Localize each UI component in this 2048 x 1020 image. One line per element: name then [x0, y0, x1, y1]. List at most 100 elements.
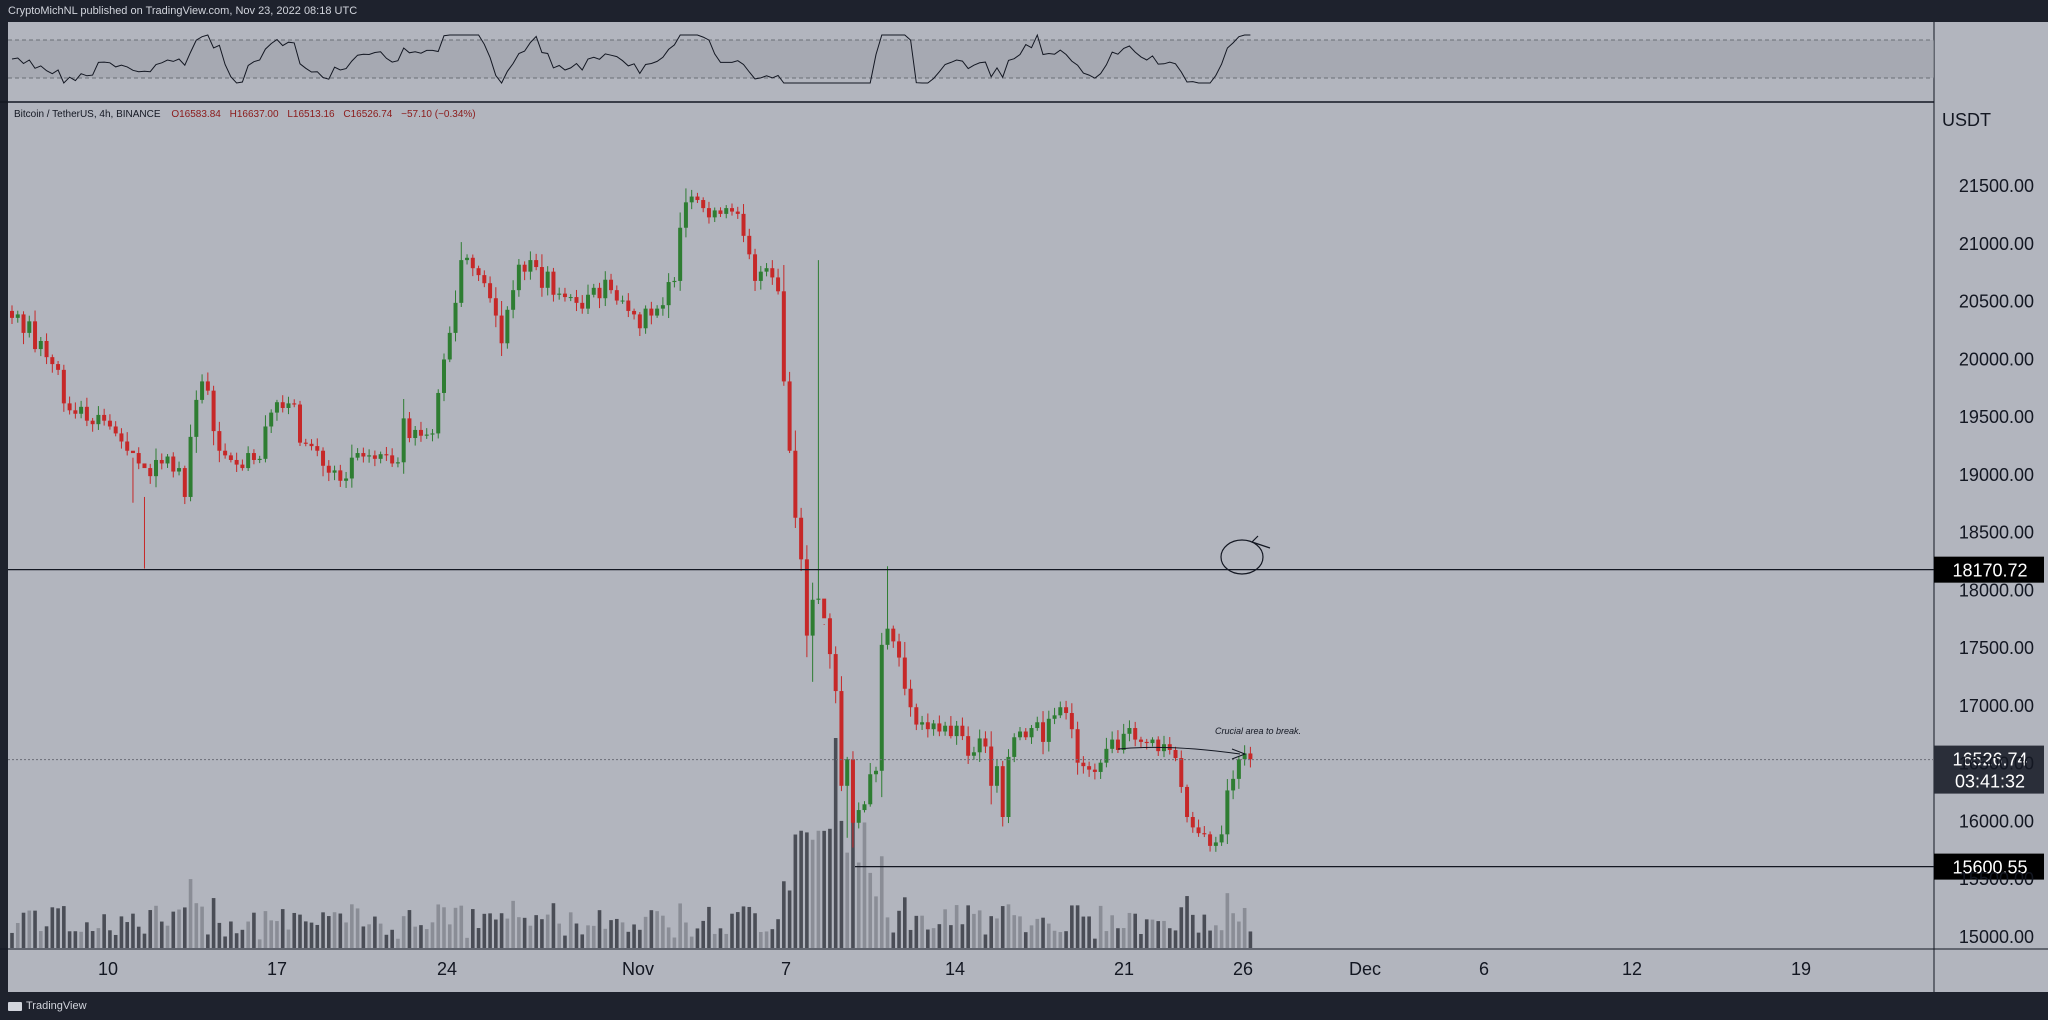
candle-body	[476, 268, 481, 276]
candle-body	[15, 314, 20, 318]
volume-bar	[56, 908, 60, 948]
volume-bar	[1237, 921, 1241, 948]
volume-bar	[476, 928, 481, 948]
candle-body	[447, 332, 452, 360]
candle-body	[171, 456, 176, 472]
candle-body	[643, 308, 648, 329]
y-tick-label: 17000.00	[1959, 696, 2034, 716]
tradingview-logo-icon	[8, 1001, 22, 1011]
volume-bar	[378, 923, 383, 948]
volume-bar	[401, 916, 406, 948]
candle-body	[499, 315, 504, 344]
y-tick-label: 19500.00	[1959, 407, 2034, 427]
volume-bar	[361, 926, 366, 948]
ohlc-low: L16513.16	[287, 109, 335, 120]
footer-bar: TradingView	[0, 992, 2048, 1020]
candle-body	[165, 456, 170, 464]
candle-body	[378, 454, 383, 459]
volume-bar	[1179, 907, 1184, 948]
volume-bar	[759, 931, 763, 948]
candle-body	[632, 310, 637, 315]
volume-bar	[27, 910, 32, 948]
volume-bar	[332, 912, 337, 948]
candle-body	[568, 297, 573, 299]
candle-body	[781, 291, 786, 382]
volume-bar	[724, 933, 729, 948]
volume-bar	[833, 738, 838, 948]
candle-body	[810, 599, 815, 636]
volume-bar	[413, 926, 417, 948]
volume-bar	[1219, 930, 1224, 948]
countdown-label: 03:41:32	[1955, 772, 2025, 792]
candle-body	[194, 399, 199, 437]
volume-bar	[1133, 913, 1137, 948]
volume-bar	[50, 907, 55, 948]
candle-body	[1138, 739, 1143, 742]
volume-bar	[131, 913, 135, 948]
volume-bar	[355, 908, 360, 948]
candle-body	[50, 357, 55, 365]
volume-bar	[211, 898, 216, 948]
volume-bar	[1075, 905, 1080, 948]
volume-bar	[442, 907, 446, 948]
volume-bar	[557, 923, 561, 948]
candle-body	[954, 725, 959, 737]
candle-body	[107, 420, 112, 427]
level-label-bg	[1934, 853, 2044, 880]
candle-body	[182, 468, 187, 497]
volume-bar	[21, 912, 26, 948]
volume-bar	[603, 928, 608, 948]
annotations	[1117, 535, 1271, 760]
candle-body	[309, 443, 314, 447]
arrow-head	[1231, 748, 1247, 760]
candle-body	[211, 390, 216, 432]
level-label: 18170.72	[1952, 561, 2027, 581]
candle-body	[683, 202, 688, 228]
candle-body	[666, 282, 671, 306]
volume-bar	[79, 931, 83, 948]
volume-bar	[776, 919, 780, 948]
candle-body	[770, 268, 775, 278]
ohlc-open: O16583.84	[171, 109, 221, 120]
candle-body	[217, 431, 222, 451]
volume-bar	[972, 913, 976, 948]
candle-body	[793, 450, 798, 518]
volume-bar	[586, 925, 590, 948]
volume-bar	[747, 906, 752, 948]
candle-body	[534, 260, 539, 268]
candle-body	[482, 275, 487, 284]
volume-bar	[597, 910, 602, 948]
volume-bar	[223, 936, 227, 948]
candle-body	[983, 738, 988, 747]
volume-bar	[966, 905, 970, 948]
candle-body	[1110, 739, 1115, 749]
candle-body	[528, 260, 533, 272]
candle-body	[701, 200, 706, 209]
x-tick-label: 7	[781, 959, 791, 979]
volume-bar	[286, 929, 291, 948]
candle-body	[637, 314, 642, 329]
candle-body	[850, 759, 855, 823]
volume-bar	[494, 919, 498, 948]
volume-bar	[568, 912, 573, 948]
volume-bar	[822, 830, 826, 948]
candle-body	[557, 293, 562, 295]
volume-bar	[1150, 919, 1155, 948]
volume-bar	[753, 913, 757, 948]
candle-body	[96, 414, 101, 425]
footer-brand: TradingView	[26, 1000, 87, 1012]
candle-body	[1190, 816, 1195, 828]
volume-bar	[67, 931, 72, 948]
x-tick-label: 21	[1114, 959, 1134, 979]
volume-bar	[1231, 913, 1235, 948]
candle-body	[298, 404, 302, 443]
annotation-crucial-area: Crucial area to break.	[1215, 726, 1301, 736]
candle-body	[545, 271, 550, 288]
candle-body	[1185, 786, 1190, 817]
tradingview-logo[interactable]: TradingView	[8, 1000, 87, 1012]
current-price-bg	[1934, 745, 2044, 794]
volume-bar	[113, 934, 118, 948]
candle-body	[874, 770, 878, 775]
candle-body	[470, 257, 475, 269]
